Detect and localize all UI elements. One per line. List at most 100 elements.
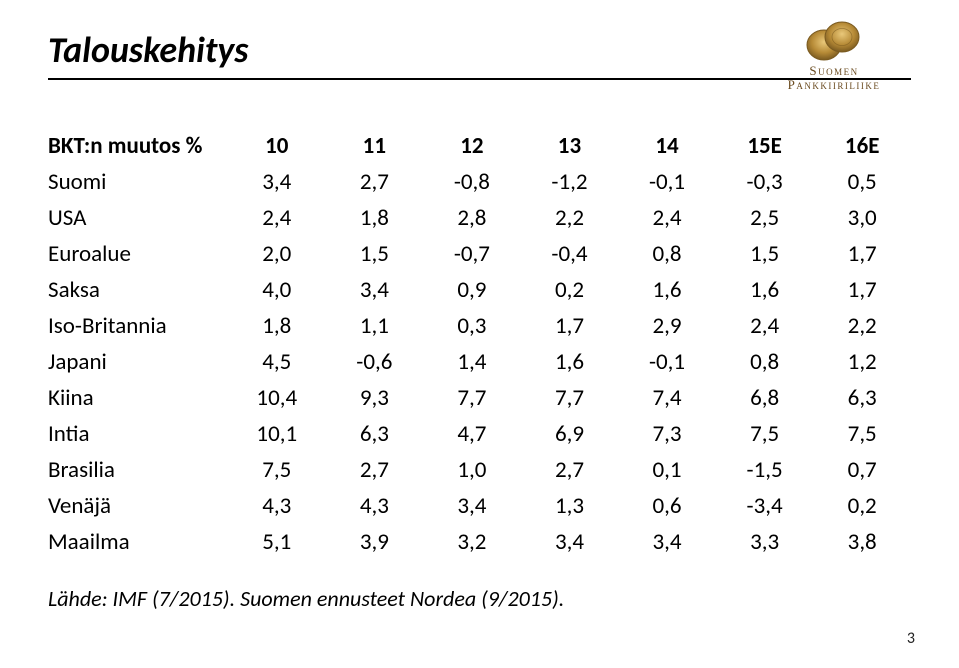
cell: 6,3	[813, 380, 911, 416]
row-label: Maailma	[48, 524, 228, 560]
cell: -0,4	[521, 236, 619, 272]
cell: 4,0	[228, 272, 326, 308]
cell: -0,8	[423, 164, 521, 200]
cell: 7,5	[228, 452, 326, 488]
cell: -0,1	[618, 164, 716, 200]
cell: 6,9	[521, 416, 619, 452]
cell: 2,7	[326, 164, 424, 200]
cell: 1,7	[521, 308, 619, 344]
cell: 4,5	[228, 344, 326, 380]
cell: 2,5	[716, 200, 814, 236]
row-label: Suomi	[48, 164, 228, 200]
cell: -0,7	[423, 236, 521, 272]
cell: 0,8	[716, 344, 814, 380]
cell: 0,8	[618, 236, 716, 272]
cell: 1,6	[716, 272, 814, 308]
cell: 7,7	[521, 380, 619, 416]
cell: 4,3	[228, 488, 326, 524]
cell: -1,5	[716, 452, 814, 488]
cell: 2,4	[618, 200, 716, 236]
cell: 0,6	[618, 488, 716, 524]
cell: -0,6	[326, 344, 424, 380]
logo-text-line2: Pankkiiriliike	[749, 78, 919, 92]
cell: 0,2	[521, 272, 619, 308]
brand-logo: Suomen Pankkiiriliike	[749, 18, 919, 93]
cell: 0,2	[813, 488, 911, 524]
col-header: 11	[326, 128, 424, 164]
cell: 0,3	[423, 308, 521, 344]
table-row: Brasilia7,52,71,02,70,1-1,50,7	[48, 452, 911, 488]
table-row: Venäjä4,34,33,41,30,6-3,40,2	[48, 488, 911, 524]
cell: 2,0	[228, 236, 326, 272]
cell: 1,7	[813, 236, 911, 272]
cell: 2,2	[813, 308, 911, 344]
table-row: Kiina10,49,37,77,77,46,86,3	[48, 380, 911, 416]
row-label: Iso-Britannia	[48, 308, 228, 344]
cell: 0,9	[423, 272, 521, 308]
cell: 7,3	[618, 416, 716, 452]
table-row: Intia10,16,34,76,97,37,57,5	[48, 416, 911, 452]
table-row: Saksa4,03,40,90,21,61,61,7	[48, 272, 911, 308]
cell: 7,4	[618, 380, 716, 416]
cell: 3,4	[521, 524, 619, 560]
row-label: Brasilia	[48, 452, 228, 488]
cell: 1,7	[813, 272, 911, 308]
gdp-table: BKT:n muutos % 10 11 12 13 14 15E 16E Su…	[48, 128, 911, 560]
cell: 1,8	[326, 200, 424, 236]
cell: 0,1	[618, 452, 716, 488]
cell: 1,5	[326, 236, 424, 272]
row-label: Euroalue	[48, 236, 228, 272]
table-row: Maailma5,13,93,23,43,43,33,8	[48, 524, 911, 560]
cell: -1,2	[521, 164, 619, 200]
cell: 2,9	[618, 308, 716, 344]
cell: 1,2	[813, 344, 911, 380]
cell: 2,4	[228, 200, 326, 236]
cell: 3,4	[423, 488, 521, 524]
col-header: 16E	[813, 128, 911, 164]
col-header: 13	[521, 128, 619, 164]
cell: 2,7	[521, 452, 619, 488]
cell: 1,3	[521, 488, 619, 524]
logo-icon	[805, 18, 863, 62]
logo-text-line1: Suomen	[749, 64, 919, 78]
table-row: Suomi3,42,7-0,8-1,2-0,1-0,30,5	[48, 164, 911, 200]
row-label: Kiina	[48, 380, 228, 416]
cell: 1,5	[716, 236, 814, 272]
cell: 10,1	[228, 416, 326, 452]
cell: 4,3	[326, 488, 424, 524]
cell: 3,4	[618, 524, 716, 560]
cell: 0,7	[813, 452, 911, 488]
row-label: Intia	[48, 416, 228, 452]
table-body: Suomi3,42,7-0,8-1,2-0,1-0,30,5USA2,41,82…	[48, 164, 911, 560]
cell: 2,4	[716, 308, 814, 344]
table-row: Japani4,5-0,61,41,6-0,10,81,2	[48, 344, 911, 380]
source-line: Lähde: IMF (7/2015). Suomen ennusteet No…	[48, 585, 564, 612]
cell: 3,3	[716, 524, 814, 560]
cell: 2,2	[521, 200, 619, 236]
cell: 3,0	[813, 200, 911, 236]
cell: -0,1	[618, 344, 716, 380]
cell: 0,5	[813, 164, 911, 200]
cell: 4,7	[423, 416, 521, 452]
table-row: Euroalue2,01,5-0,7-0,40,81,51,7	[48, 236, 911, 272]
slide-container: Talouskehitys Suomen Pankkiiriliike	[0, 0, 959, 668]
cell: 2,7	[326, 452, 424, 488]
cell: 7,5	[716, 416, 814, 452]
cell: 2,8	[423, 200, 521, 236]
cell: 3,8	[813, 524, 911, 560]
row-label: Japani	[48, 344, 228, 380]
col-header: 10	[228, 128, 326, 164]
table-row: USA2,41,82,82,22,42,53,0	[48, 200, 911, 236]
cell: -0,3	[716, 164, 814, 200]
page-number: 3	[907, 629, 915, 648]
cell: 1,0	[423, 452, 521, 488]
cell: 3,9	[326, 524, 424, 560]
col-header: 14	[618, 128, 716, 164]
cell: 1,6	[618, 272, 716, 308]
table-header-row: BKT:n muutos % 10 11 12 13 14 15E 16E	[48, 128, 911, 164]
col-header: 12	[423, 128, 521, 164]
cell: -3,4	[716, 488, 814, 524]
cell: 1,1	[326, 308, 424, 344]
row-label: Venäjä	[48, 488, 228, 524]
cell: 1,6	[521, 344, 619, 380]
